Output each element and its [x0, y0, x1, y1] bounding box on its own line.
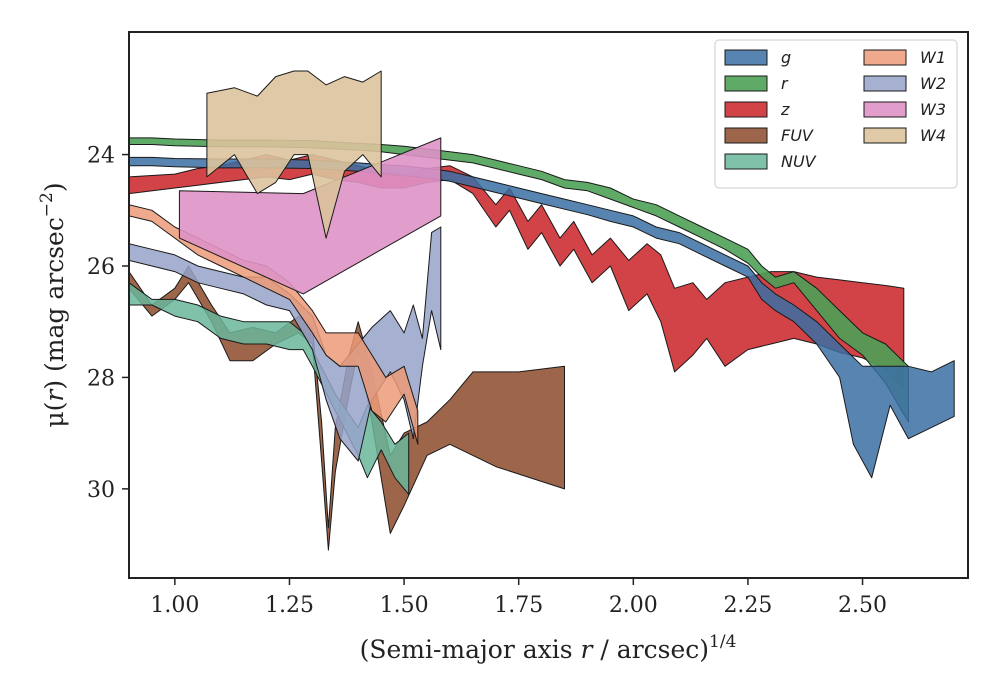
- y-tick-label: 24: [87, 144, 115, 169]
- y-tick-label: 26: [87, 255, 115, 280]
- band-w3: [178, 137, 442, 295]
- legend-label-fuv: FUV: [781, 126, 814, 145]
- x-tick-label: 2.00: [609, 593, 658, 618]
- legend-label-w3: W3: [920, 100, 946, 119]
- legend-swatch-g: [724, 49, 768, 66]
- x-tick-label: 2.25: [723, 593, 772, 618]
- y-tick-label: 30: [87, 478, 115, 503]
- series-bands: [129, 70, 955, 551]
- legend-swatch-z: [724, 101, 768, 118]
- y-tick-label: 28: [87, 366, 115, 391]
- legend: grz FUV NUV W1 W2 W3 W4: [714, 39, 958, 189]
- x-tick-label: 2.50: [838, 593, 887, 618]
- legend-swatch-w2: [863, 75, 907, 92]
- legend-label-r: r: [781, 74, 789, 93]
- plot-frame: [128, 31, 969, 579]
- legend-label-w2: W2: [920, 74, 946, 93]
- legend-swatch-w3: [863, 101, 907, 118]
- legend-swatch-fuv: [724, 127, 768, 144]
- band-g: [129, 156, 955, 479]
- legend-swatch-w1: [863, 49, 907, 66]
- legend-swatch-nuv: [724, 153, 768, 170]
- legend-swatch-r: [724, 75, 768, 92]
- legend-label-g: g: [781, 48, 791, 67]
- y-axis-title: μ(r) (mag arcsec−2): [37, 182, 69, 427]
- x-tick-label: 1.75: [494, 593, 543, 618]
- axis-ticks: 1.00 1.25 1.50 1.75 2.00 2.25 2.50 24 26 28 30: [87, 144, 887, 618]
- band-nuv: [129, 282, 410, 495]
- legend-label-w1: W1: [920, 48, 946, 67]
- x-tick-label: 1.25: [265, 593, 314, 618]
- x-tick-label: 1.00: [150, 593, 199, 618]
- legend-swatch-w4: [863, 127, 907, 144]
- legend-label-w4: W4: [920, 126, 946, 145]
- legend-label-nuv: NUV: [781, 152, 817, 171]
- legend-label-z: z: [780, 100, 790, 119]
- band-w4: [206, 70, 382, 239]
- x-tick-label: 1.50: [380, 593, 429, 618]
- x-axis-title: (Semi-major axis r / arcsec)1/4: [360, 632, 737, 664]
